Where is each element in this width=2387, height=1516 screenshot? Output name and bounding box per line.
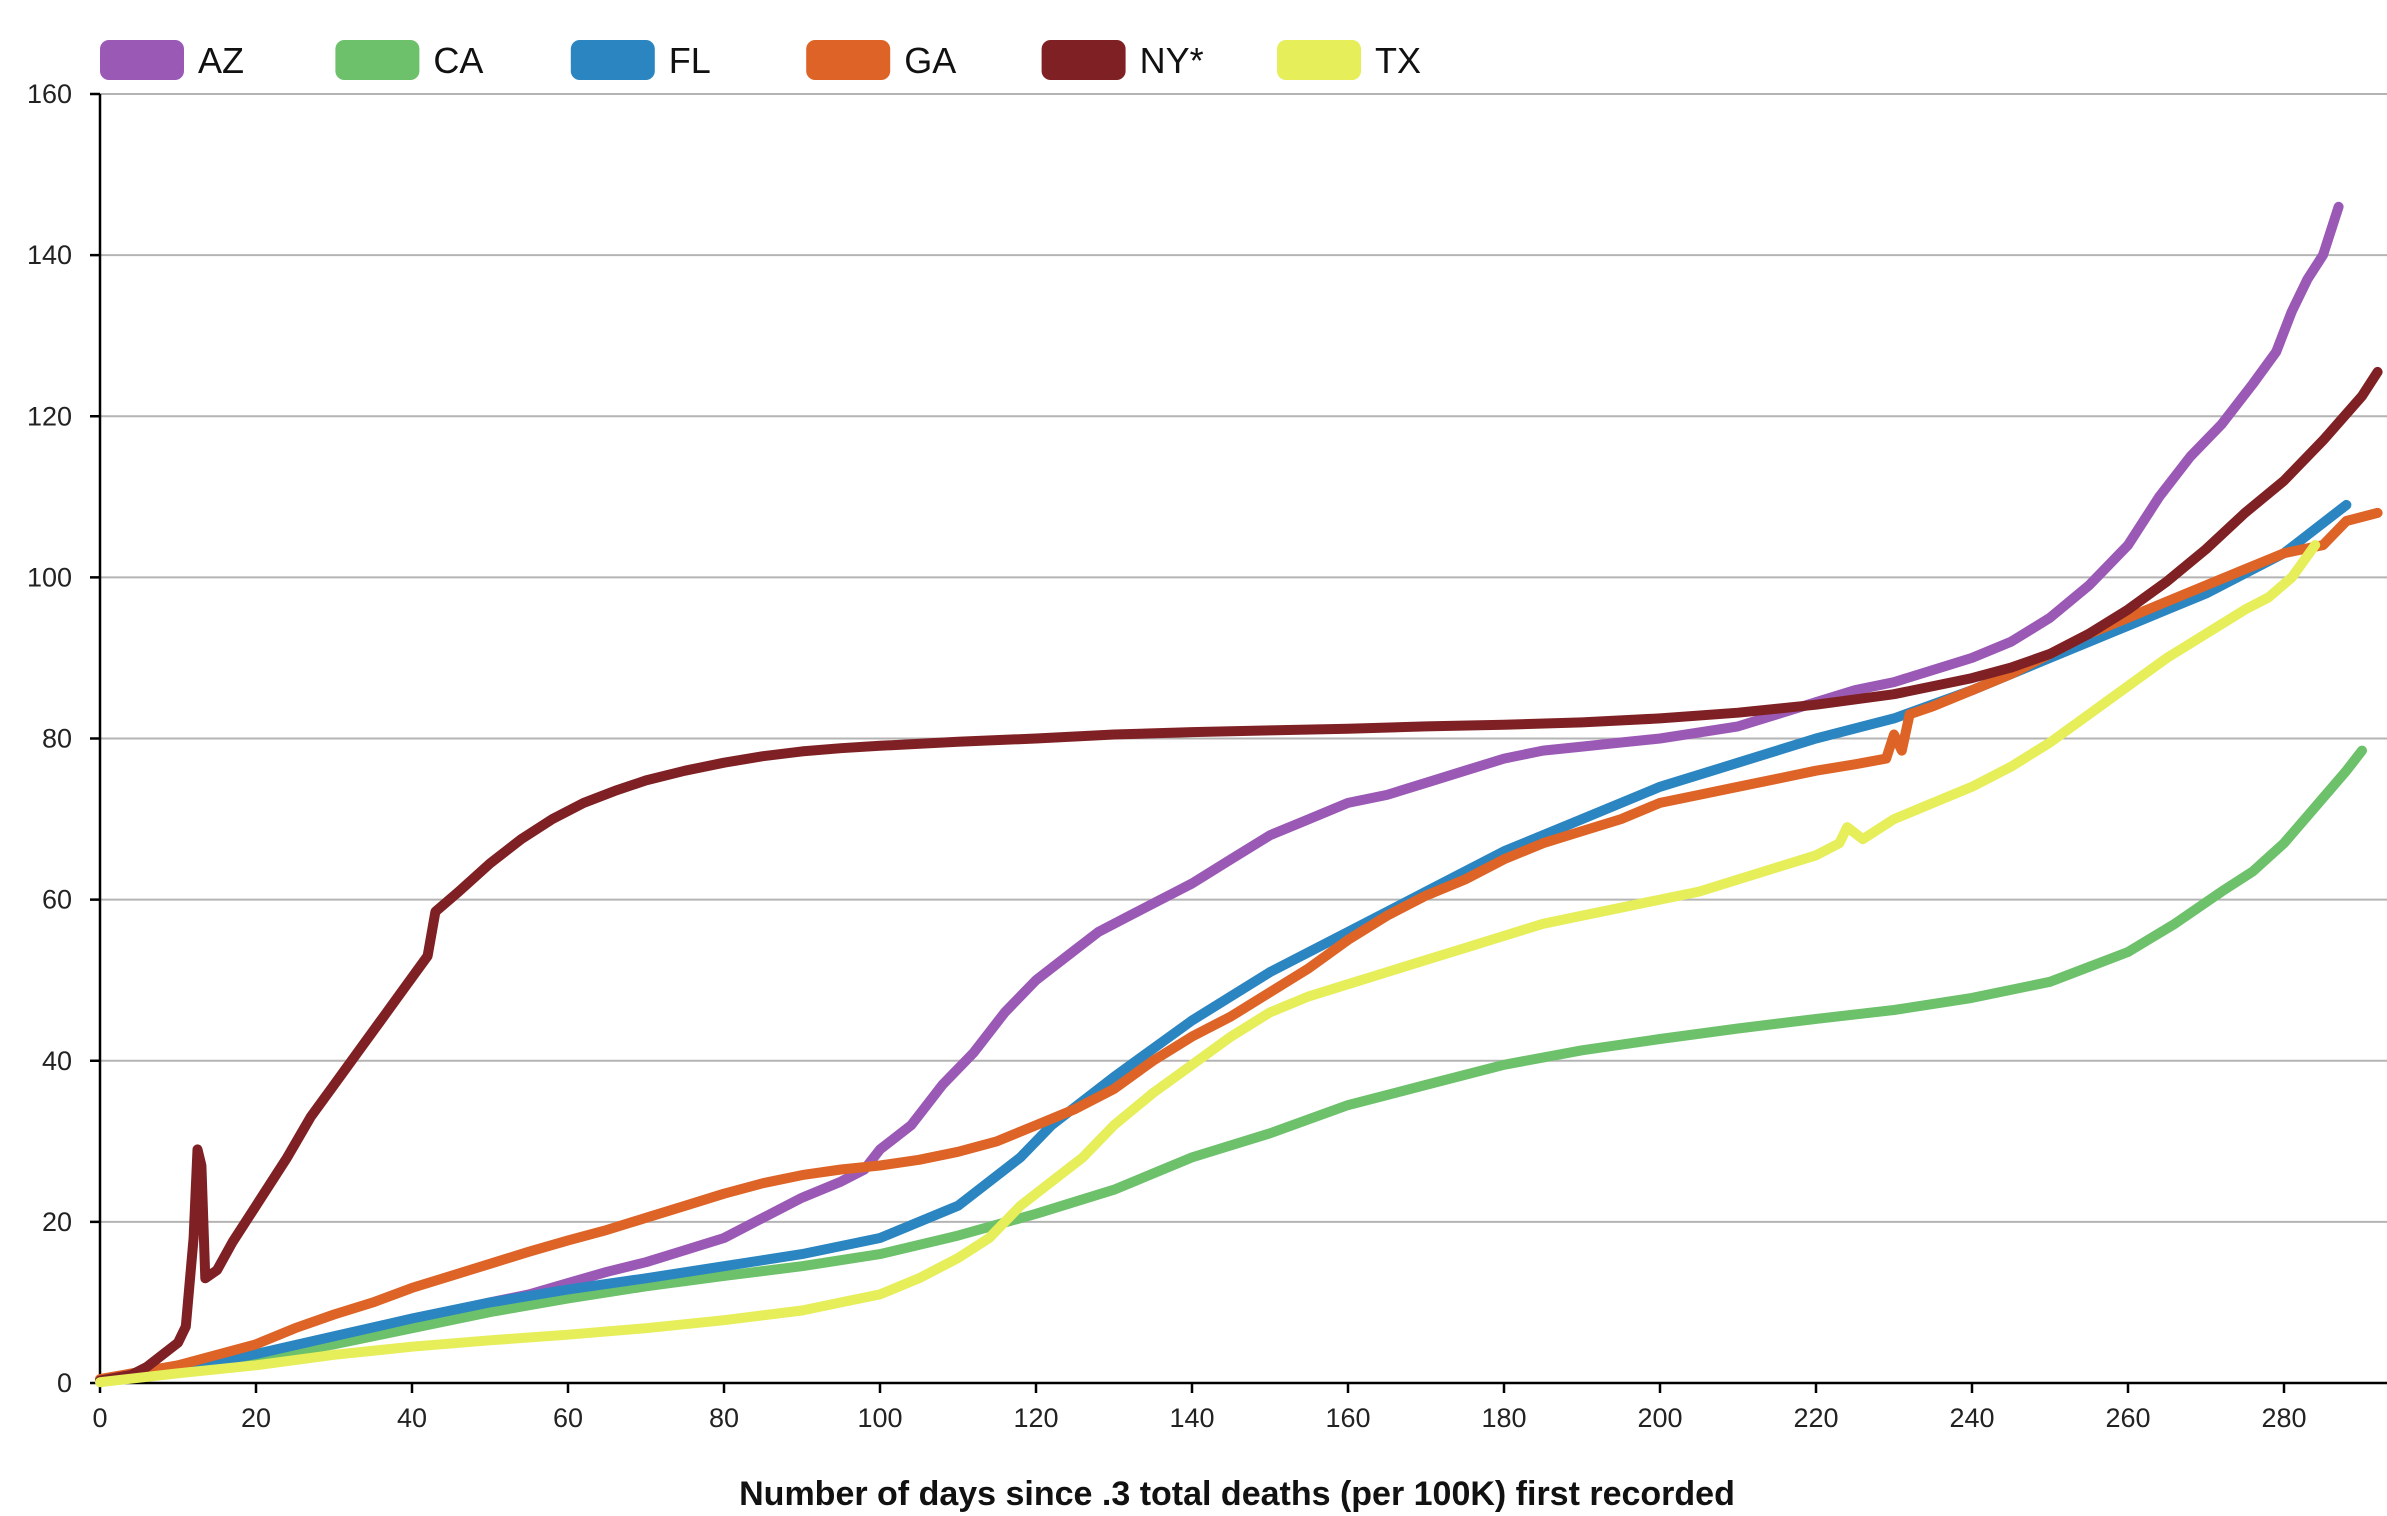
- x-tick-label-180: 180: [1481, 1403, 1526, 1433]
- legend-swatch-fl: [570, 40, 655, 80]
- series-line-fl: [95, 499, 2352, 1386]
- x-tick-label-240: 240: [1949, 1403, 1994, 1433]
- y-tick-label-160: 160: [27, 79, 72, 109]
- legend-label-ca: CA: [433, 40, 483, 81]
- x-tick-label-80: 80: [709, 1403, 739, 1433]
- axes: 0 20 40 60 80 100 120 140 160 0 20 40 60 80 100 120 140 1…: [27, 79, 2387, 1433]
- x-tick-label-0: 0: [92, 1403, 107, 1433]
- legend-label-ny: NY*: [1140, 40, 1204, 81]
- x-tick-label-40: 40: [397, 1403, 427, 1433]
- x-tick-label-260: 260: [2105, 1403, 2150, 1433]
- legend-swatch-az: [100, 40, 184, 80]
- x-tick-label-200: 200: [1637, 1403, 1682, 1433]
- legend-label-az: AZ: [198, 40, 244, 81]
- y-tick-label-20: 20: [42, 1207, 72, 1237]
- legend-label-tx: TX: [1375, 40, 1421, 81]
- x-tick-label-60: 60: [553, 1403, 583, 1433]
- x-tick-label-140: 140: [1169, 1403, 1214, 1433]
- legend: AZ CA FL GA NY* TX: [100, 40, 1421, 81]
- y-tick-label-60: 60: [42, 885, 72, 915]
- legend-swatch-ca: [335, 40, 420, 80]
- x-tick-label-20: 20: [241, 1403, 271, 1433]
- series-line-ga: [95, 507, 2383, 1384]
- y-tick-label-40: 40: [42, 1046, 72, 1076]
- legend-swatch-tx: [1277, 40, 1361, 80]
- x-axis-title: Number of days since .3 total deaths (pe…: [739, 1475, 1735, 1513]
- series-line-tx: [95, 540, 2321, 1388]
- legend-label-fl: FL: [669, 40, 711, 81]
- series-line-ca: [95, 745, 2367, 1387]
- y-tick-label-120: 120: [27, 401, 72, 431]
- series-line-ny: [95, 366, 2383, 1386]
- gridlines: [100, 93, 2387, 1223]
- x-tick-label-100: 100: [857, 1403, 902, 1433]
- legend-swatch-ga: [806, 40, 891, 80]
- y-tick-label-140: 140: [27, 240, 72, 270]
- x-tick-label-220: 220: [1793, 1403, 1838, 1433]
- x-tick-label-280: 280: [2261, 1403, 2306, 1433]
- y-tick-label-80: 80: [42, 724, 72, 754]
- legend-label-ga: GA: [904, 40, 956, 81]
- x-tick-label-160: 160: [1325, 1403, 1370, 1433]
- y-tick-label-100: 100: [27, 562, 72, 592]
- legend-swatch-ny: [1041, 40, 1126, 80]
- series-lines: [95, 201, 2383, 1388]
- series-line-az: [95, 201, 2344, 1386]
- y-tick-label-0: 0: [57, 1368, 72, 1398]
- x-tick-label-120: 120: [1013, 1403, 1058, 1433]
